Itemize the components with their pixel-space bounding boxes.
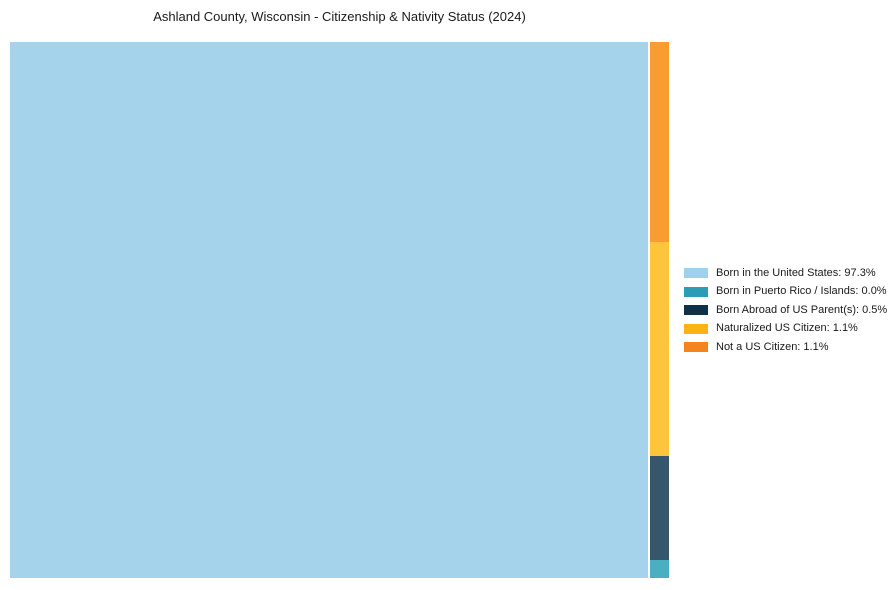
treemap-cell-born-in-us [10, 42, 648, 578]
legend-item-born-abroad: Born Abroad of US Parent(s): 0.5% [684, 301, 887, 320]
legend-label-not-citizen: Not a US Citizen: 1.1% [716, 340, 829, 353]
treemap-cell-born-puerto-rico [650, 560, 669, 578]
legend: Born in the United States: 97.3% Born in … [684, 264, 887, 357]
legend-label-born-abroad: Born Abroad of US Parent(s): 0.5% [716, 303, 888, 316]
legend-item-naturalized: Naturalized US Citizen: 1.1% [684, 320, 887, 339]
legend-swatch-born-puerto-rico [684, 286, 708, 297]
legend-swatch-born-abroad [684, 305, 708, 316]
treemap-cell-not-citizen [650, 42, 669, 242]
treemap-cell-born-abroad [650, 456, 669, 560]
treemap-cell-naturalized [650, 242, 669, 456]
legend-swatch-born-in-us [684, 268, 708, 279]
legend-item-born-puerto-rico: Born in Puerto Rico / Islands: 0.0% [684, 283, 887, 302]
legend-label-naturalized: Naturalized US Citizen: 1.1% [716, 322, 858, 335]
chart-title: Ashland County, Wisconsin - Citizenship … [153, 9, 526, 24]
legend-swatch-naturalized [684, 323, 708, 334]
legend-label-born-in-us: Born in the United States: 97.3% [716, 266, 876, 279]
legend-label-born-puerto-rico: Born in Puerto Rico / Islands: 0.0% [716, 285, 887, 298]
legend-swatch-not-citizen [684, 342, 708, 353]
legend-item-born-in-us: Born in the United States: 97.3% [684, 264, 887, 283]
treemap-plot [10, 42, 669, 578]
legend-item-not-citizen: Not a US Citizen: 1.1% [684, 338, 887, 357]
